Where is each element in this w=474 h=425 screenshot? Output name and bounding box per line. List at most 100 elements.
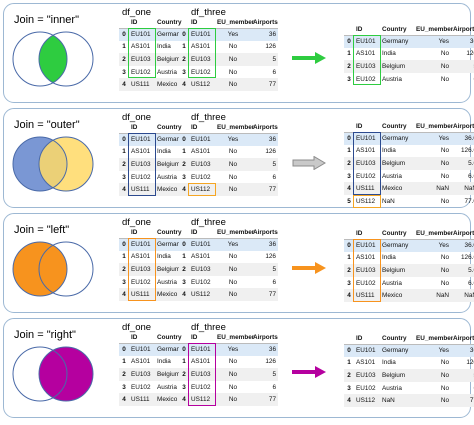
table-row: 1 AS101 No 126 bbox=[179, 251, 278, 264]
table-cell: Mexico bbox=[380, 289, 414, 302]
table-cell: 0 bbox=[119, 238, 129, 251]
join-label: Join = "right" bbox=[14, 329, 76, 341]
join-label: Join = "inner" bbox=[14, 14, 79, 26]
column-header bbox=[119, 227, 129, 239]
table-cell: No bbox=[414, 157, 451, 170]
table-cell: 126 bbox=[265, 358, 276, 366]
df-three-table: ID EU_member Airports 0 EU101 Yes 36 1 AS101 No 12… bbox=[179, 332, 278, 406]
table-cell: 6.0 bbox=[468, 172, 474, 180]
table-cell: 1 bbox=[122, 358, 126, 366]
result-table: IDCountryEU_memberAirports0EU101GermanyY… bbox=[344, 24, 474, 85]
df-one-table: ID Country 0 EU101 Germany 1 AS101 India 2 EU103 B… bbox=[119, 122, 193, 196]
table-cell: EU101 bbox=[189, 238, 215, 251]
table-cell: 2 bbox=[179, 53, 189, 66]
table-row: 0 EU101 Germany bbox=[119, 133, 193, 146]
column-header: EU_member bbox=[414, 228, 453, 240]
table-cell: US112 bbox=[356, 197, 376, 205]
table-cell: Yes bbox=[215, 238, 251, 251]
table-cell: Germany bbox=[380, 239, 414, 252]
table-cell: 2 bbox=[344, 369, 354, 382]
table-cell: India bbox=[157, 253, 171, 261]
table-cell: 77 bbox=[251, 393, 278, 406]
table-cell: 2 bbox=[344, 157, 354, 170]
table-row: 1 AS101 India No 126.0 bbox=[344, 252, 474, 265]
table-cell: 2 bbox=[119, 53, 129, 66]
table-row: 3 EU102 Austria bbox=[119, 381, 193, 394]
column-header: ID bbox=[189, 227, 215, 239]
table-cell: 36 bbox=[451, 344, 474, 357]
table-cell: 77 bbox=[251, 183, 278, 196]
table-cell: India bbox=[382, 254, 396, 262]
df-three-table: ID EU_member Airports 0 EU101 Yes 36 1 AS101 No 12… bbox=[179, 17, 278, 91]
table-cell: EU101 bbox=[354, 35, 380, 48]
table-cell: 1 bbox=[347, 254, 351, 262]
venn-inner-icon bbox=[12, 31, 94, 87]
table-cell: No bbox=[215, 368, 251, 381]
table-cell: 4 bbox=[179, 288, 189, 301]
table-cell: Austria bbox=[157, 173, 177, 181]
table-cell: 126.0 bbox=[461, 147, 474, 155]
table-cell: Austria bbox=[382, 279, 402, 287]
table-row: 2 EU103 No 5 bbox=[179, 158, 278, 171]
column-header bbox=[344, 228, 354, 240]
table-row: 2 EU103 No 5 bbox=[179, 368, 278, 381]
table-cell: No bbox=[228, 68, 238, 76]
table-cell: Austria bbox=[157, 278, 177, 286]
column-header: Country bbox=[155, 227, 193, 239]
table-cell: No bbox=[414, 394, 451, 407]
table-cell: 4 bbox=[344, 182, 354, 195]
table-cell: No bbox=[414, 369, 451, 382]
right-arrow-icon bbox=[292, 52, 326, 64]
table-row: 1 AS101 No 126 bbox=[179, 356, 278, 369]
panel-outer-join: Join = "outer" df_one df_three ID Country 0 EU… bbox=[3, 108, 474, 208]
table-cell: 0 bbox=[119, 28, 129, 41]
table-row: 3 EU102 Austria bbox=[119, 171, 193, 184]
table-cell: 36 bbox=[451, 35, 474, 48]
table-cell: EU102 bbox=[191, 68, 211, 76]
table-cell: EU102 bbox=[131, 68, 151, 76]
table-cell: EU102 bbox=[356, 384, 376, 392]
table-cell: EU102 bbox=[191, 383, 211, 391]
right-arrow-icon bbox=[292, 156, 326, 170]
column-header bbox=[344, 333, 354, 345]
column-header: ID bbox=[189, 122, 215, 134]
table-cell: 126 bbox=[265, 148, 276, 156]
table-cell: India bbox=[157, 148, 171, 156]
table-cell: 1 bbox=[122, 148, 126, 156]
column-header: ID bbox=[129, 122, 155, 134]
table-cell: No bbox=[215, 393, 251, 406]
table-cell: India bbox=[157, 43, 171, 51]
table-cell: No bbox=[215, 158, 251, 171]
table-cell: Austria bbox=[157, 68, 177, 76]
table-cell: EU101 bbox=[129, 343, 155, 356]
df-three-table: ID EU_member Airports 0 EU101 Yes 36 1 AS101 No 12… bbox=[179, 227, 278, 301]
table-row: 4 US112 No 77 bbox=[179, 288, 278, 301]
table-cell: US111 bbox=[354, 182, 380, 195]
column-header: ID bbox=[129, 227, 155, 239]
table-cell: 5 bbox=[451, 60, 474, 73]
table-cell: 126 bbox=[466, 359, 474, 367]
right-arrow-icon bbox=[292, 262, 326, 274]
table-cell: Yes bbox=[215, 343, 251, 356]
table-cell: US111 bbox=[129, 78, 155, 91]
table-cell: AS101 bbox=[131, 148, 151, 156]
table-cell: 77.0 bbox=[464, 197, 474, 205]
table-row: 4 US112 No 77 bbox=[179, 183, 278, 196]
table-cell: Austria bbox=[382, 384, 402, 392]
column-header: Country bbox=[155, 17, 193, 29]
table-cell: AS101 bbox=[356, 50, 376, 58]
table-cell: Germany bbox=[380, 35, 414, 48]
table-cell: 2 bbox=[179, 368, 189, 381]
header-row: ID Country bbox=[119, 17, 193, 29]
table-row: 3 EU102 Austria No 6.0 bbox=[344, 277, 474, 290]
column-header: EU_member bbox=[215, 122, 254, 134]
table-cell: 4 bbox=[179, 393, 189, 406]
venn-right-icon bbox=[12, 346, 94, 402]
